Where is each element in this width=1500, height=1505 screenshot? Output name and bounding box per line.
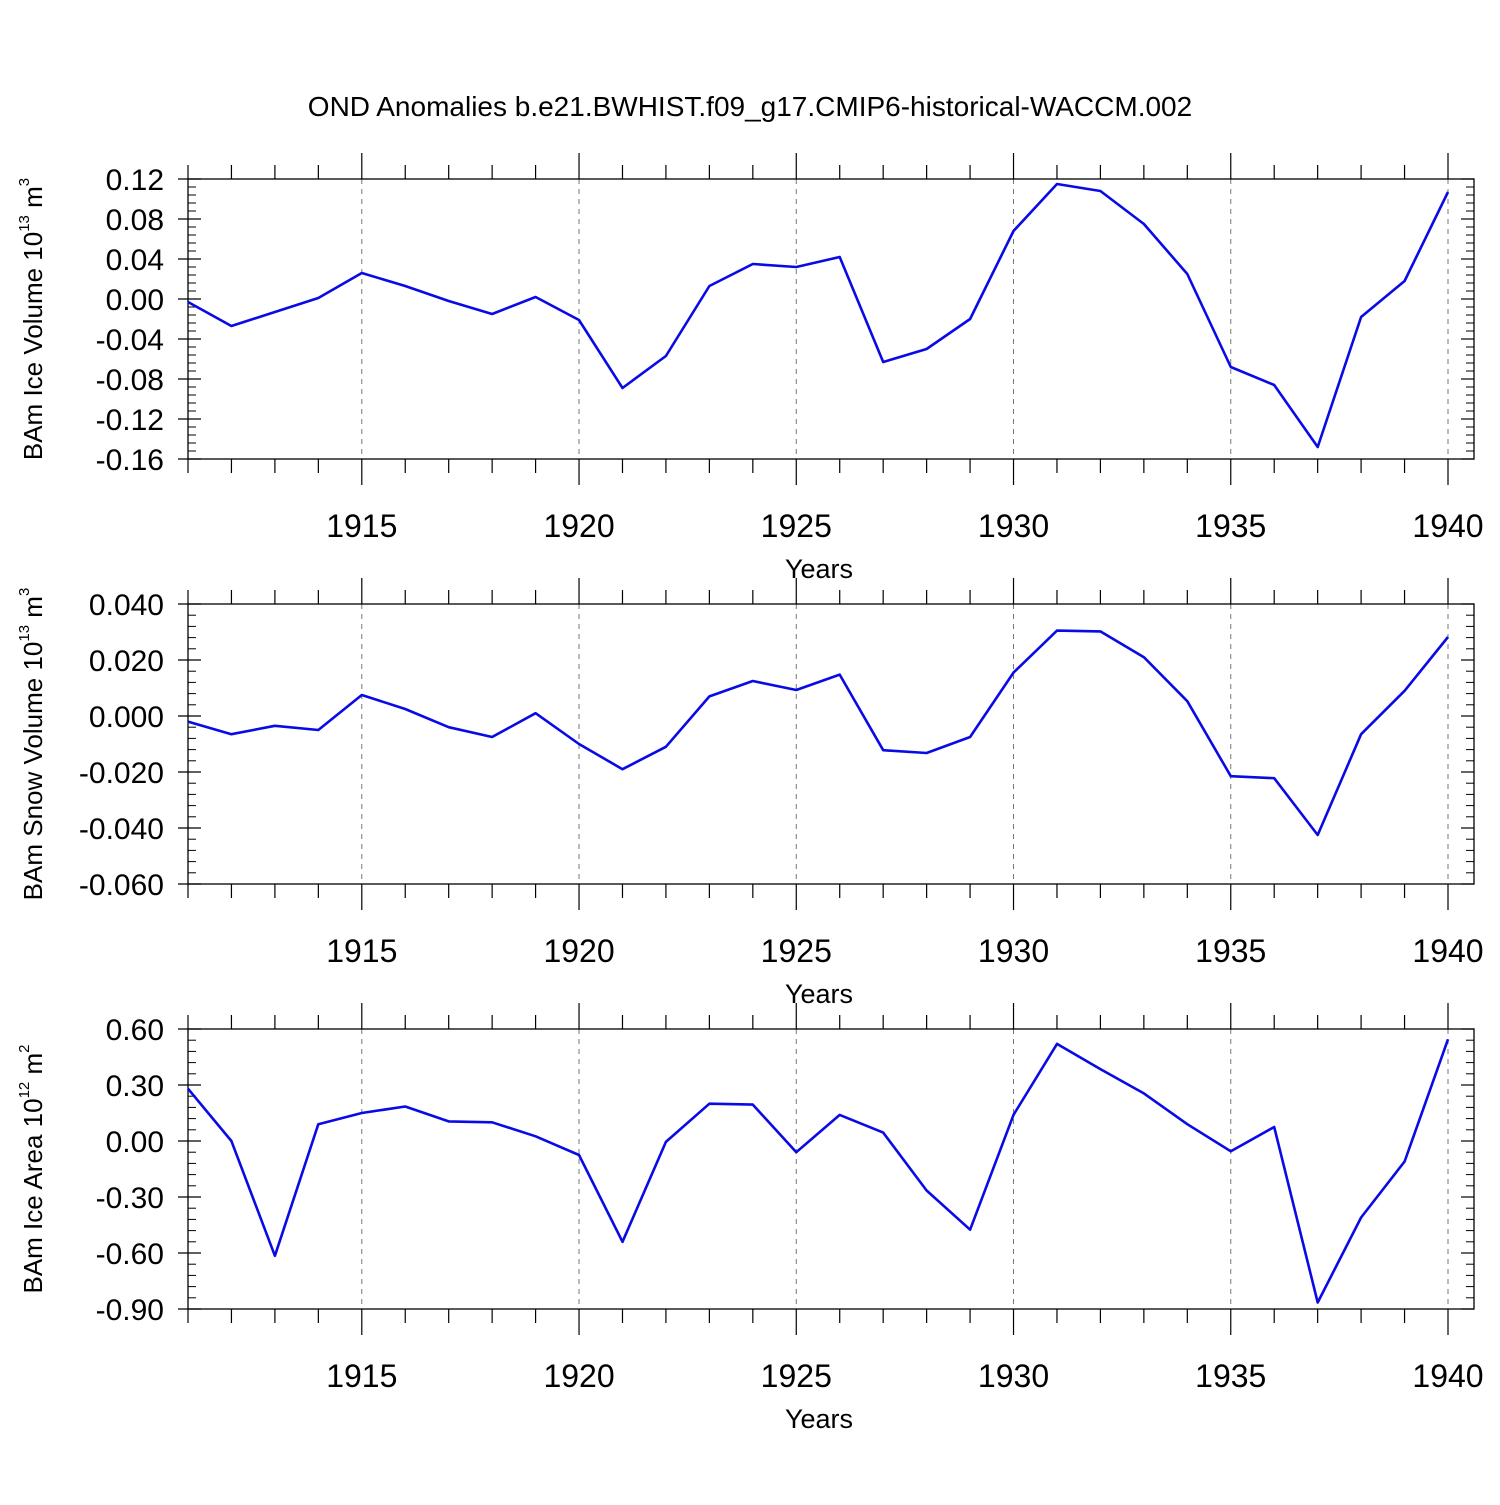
x-tick-label: 1940: [1412, 933, 1483, 969]
y-axis-label-main: BAm Snow Volume 10: [18, 642, 48, 901]
y-axis-label-unit: m: [18, 186, 48, 215]
x-tick-label: 1920: [543, 933, 614, 969]
x-tick-label: 1935: [1195, 933, 1266, 969]
y-tick-label: -0.60: [96, 1238, 164, 1271]
x-tick-label: 1925: [761, 1358, 832, 1394]
y-axis-label: BAm Ice Volume 1013 m3: [16, 178, 48, 460]
y-tick-label: -0.08: [96, 364, 164, 397]
panel-1: 0.12 0.08 0.04 0.00 -0.04 -0.08 -0.12 -0.16 1915…: [16, 153, 1484, 584]
y-tick-label: 0.00: [106, 1126, 164, 1159]
y-tick-label: 0.30: [106, 1070, 164, 1103]
y-axis-label-unit: m: [18, 1053, 48, 1082]
x-tick-label: 1935: [1195, 1358, 1266, 1394]
y-tick-label: -0.020: [79, 757, 164, 790]
y-axis-label-unit-exponent: 3: [16, 588, 33, 596]
x-axis-label: Years: [785, 979, 853, 1009]
y-tick-label: 0.12: [106, 164, 164, 197]
x-tick-label: 1925: [761, 933, 832, 969]
y-tick-label: -0.16: [96, 444, 164, 477]
y-tick-label: -0.12: [96, 404, 164, 437]
y-tick-label: -0.04: [96, 324, 164, 357]
series-line: [186, 1038, 1450, 1304]
y-axis-label-unit: m: [18, 596, 48, 625]
x-axis-label: Years: [785, 1404, 853, 1434]
x-tick-label: 1920: [543, 508, 614, 544]
y-axis-label: BAm Ice Area 1012 m2: [16, 1044, 48, 1293]
y-axis-label-exponent: 13: [16, 625, 33, 642]
x-tick-label: 1920: [543, 1358, 614, 1394]
y-tick-label: 0.60: [106, 1014, 164, 1047]
y-tick-label: 0.040: [89, 589, 164, 622]
y-axis-label-unit-exponent: 3: [16, 178, 33, 186]
y-tick-label: -0.040: [79, 813, 164, 846]
panel-3: 0.60 0.30 0.00 -0.30 -0.60 -0.90 1915 1920 1925 1…: [16, 1003, 1484, 1434]
y-tick-label: -0.90: [96, 1294, 164, 1327]
x-tick-label: 1915: [326, 508, 397, 544]
y-tick-label: 0.00: [106, 284, 164, 317]
y-axis-label: BAm Snow Volume 1013 m3: [16, 588, 48, 901]
x-tick-label: 1925: [761, 508, 832, 544]
x-axis-label: Years: [785, 554, 853, 584]
y-tick-label: 0.04: [106, 244, 164, 277]
panel-2: 0.040 0.020 0.000 -0.020 -0.040 -0.060 1915 192…: [16, 578, 1484, 1009]
y-axis-label-main: BAm Ice Area 10: [18, 1098, 48, 1293]
y-axis-label-main: BAm Ice Volume 10: [18, 232, 48, 460]
x-tick-label: 1930: [978, 508, 1049, 544]
series-line: [187, 182, 1450, 449]
series-line: [187, 629, 1450, 837]
x-tick-label: 1915: [326, 1358, 397, 1394]
x-tick-label: 1930: [978, 1358, 1049, 1394]
y-tick-label: 0.000: [89, 701, 164, 734]
y-tick-label: -0.060: [79, 869, 164, 902]
x-tick-label: 1915: [326, 933, 397, 969]
plot-frame: [187, 603, 1475, 885]
x-tick-label: 1940: [1412, 1358, 1483, 1394]
x-tick-label: 1935: [1195, 508, 1266, 544]
y-tick-label: 0.020: [89, 645, 164, 678]
y-tick-label: -0.30: [96, 1182, 164, 1215]
y-axis-label-unit-exponent: 2: [16, 1044, 33, 1052]
y-axis-label-exponent: 12: [16, 1082, 33, 1099]
y-axis-label-exponent: 13: [16, 215, 33, 232]
plot-frame: [187, 1028, 1475, 1310]
chart-title: OND Anomalies b.e21.BWHIST.f09_g17.CMIP6…: [308, 91, 1192, 122]
y-tick-label: 0.08: [106, 204, 164, 237]
x-tick-label: 1930: [978, 933, 1049, 969]
x-tick-label: 1940: [1412, 508, 1483, 544]
plot-frame: [187, 178, 1475, 460]
